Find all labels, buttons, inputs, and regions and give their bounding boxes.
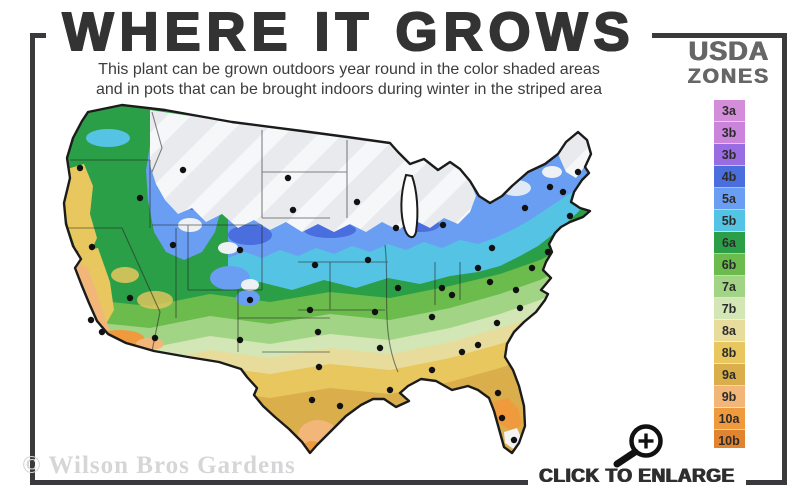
usda-zones-legend: USDA ZONES 3a 3b 3b 4b 5a 5b 6a 6b 7a 7b 8a 8b 9a 9b 1…	[674, 36, 784, 453]
zone-swatch-8b: 8b	[713, 342, 745, 365]
city-dot	[236, 246, 244, 254]
subtitle-line-1: This plant can be grown outdoors year ro…	[98, 61, 600, 79]
city-dot	[315, 363, 323, 371]
city-dot	[371, 308, 379, 316]
city-dot	[151, 334, 159, 342]
city-dot	[306, 306, 314, 314]
city-dot	[486, 278, 494, 286]
city-dot	[516, 304, 524, 312]
city-dot	[428, 366, 436, 374]
page-title: WHERE IT GROWS	[62, 2, 636, 62]
zone-swatch-10a: 10a	[713, 408, 745, 431]
city-dot	[179, 166, 187, 174]
city-dot	[474, 264, 482, 272]
zone-swatch-9b: 9b	[713, 386, 745, 409]
zone-swatch-3b: 3b	[713, 144, 745, 167]
city-dot	[428, 313, 436, 321]
city-dot	[574, 168, 582, 176]
city-dot	[559, 188, 567, 196]
city-dot	[314, 328, 322, 336]
zone-swatch-5a: 5a	[713, 188, 745, 211]
zone-swatch-9a: 9a	[713, 364, 745, 387]
city-dot	[498, 414, 506, 422]
city-dot	[528, 264, 536, 272]
zone-swatch-7b: 7b	[713, 298, 745, 321]
subtitle-line-2: and in pots that can be brought indoors …	[95, 80, 603, 98]
city-dot	[392, 224, 400, 232]
title-block: WHERE IT GROWS This plant can be grown o…	[46, 0, 652, 98]
city-dot	[546, 183, 554, 191]
city-dot	[438, 284, 446, 292]
city-dot	[246, 296, 254, 304]
city-dot	[236, 336, 244, 344]
city-dot	[336, 402, 344, 410]
striped-area	[150, 110, 476, 232]
us-outline	[62, 103, 593, 455]
city-dot	[76, 164, 84, 172]
city-dot	[458, 348, 466, 356]
zone-swatch-6a: 6a	[713, 232, 745, 255]
city-dot	[510, 436, 518, 444]
zone-swatch-5b: 5b	[713, 210, 745, 233]
city-dot	[488, 244, 496, 252]
city-dot	[394, 284, 402, 292]
city-dot	[169, 241, 177, 249]
city-dot	[448, 291, 456, 299]
city-dot	[474, 341, 482, 349]
zone-swatch-3b: 3b	[713, 122, 745, 145]
city-dot	[308, 396, 316, 404]
city-dot	[386, 386, 394, 394]
city-dot	[376, 344, 384, 352]
magnifier-plus-icon[interactable]	[605, 403, 669, 471]
zone-swatch-8a: 8a	[713, 320, 745, 343]
legend-title-usda: USDA	[688, 36, 770, 66]
zone-swatch-10b: 10b	[713, 430, 745, 453]
city-dot	[136, 194, 144, 202]
zone-swatch-list: 3a 3b 3b 4b 5a 5b 6a 6b 7a 7b 8a 8b 9a 9b 10a 10b	[713, 100, 745, 453]
city-dot	[88, 243, 96, 251]
city-dot	[353, 198, 361, 206]
lake-michigan	[400, 173, 419, 238]
city-dot	[87, 316, 95, 324]
legend-title-zones: ZONES	[687, 65, 771, 88]
city-dot	[311, 261, 319, 269]
click-to-enlarge-label[interactable]: CLICK TO ENLARGE	[539, 466, 735, 487]
zone-swatch-4b: 4b	[713, 166, 745, 189]
city-dots	[76, 164, 582, 444]
city-dot	[512, 286, 520, 294]
city-dot	[289, 206, 297, 214]
city-dot	[566, 212, 574, 220]
state-borders	[66, 111, 461, 373]
city-dot	[494, 389, 502, 397]
zone-swatch-3a: 3a	[713, 100, 745, 123]
zone-swatch-6b: 6b	[713, 254, 745, 277]
city-dot	[544, 248, 552, 256]
enlarge-block: CLICK TO ENLARGE	[528, 448, 746, 495]
watermark: © Wilson Bros Gardens	[22, 452, 296, 479]
city-dot	[284, 174, 292, 182]
city-dot	[126, 294, 134, 302]
city-dot	[439, 221, 447, 229]
city-dot	[364, 256, 372, 264]
zone-swatch-7a: 7a	[713, 276, 745, 299]
city-dot	[493, 319, 501, 327]
city-dot	[521, 204, 529, 212]
